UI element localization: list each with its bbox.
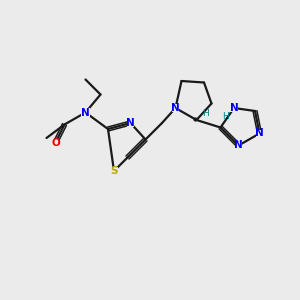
FancyBboxPatch shape bbox=[81, 108, 90, 117]
FancyBboxPatch shape bbox=[127, 119, 134, 127]
FancyBboxPatch shape bbox=[172, 104, 179, 112]
Text: N: N bbox=[234, 140, 243, 151]
Text: N: N bbox=[230, 103, 238, 113]
Text: N: N bbox=[81, 107, 90, 118]
Text: S: S bbox=[110, 166, 118, 176]
Text: O: O bbox=[51, 137, 60, 148]
Text: N: N bbox=[126, 118, 135, 128]
FancyBboxPatch shape bbox=[235, 142, 242, 149]
Text: N: N bbox=[255, 128, 264, 139]
FancyBboxPatch shape bbox=[256, 130, 263, 137]
Text: H: H bbox=[222, 112, 229, 122]
Text: N: N bbox=[171, 103, 180, 113]
FancyBboxPatch shape bbox=[230, 104, 238, 112]
FancyBboxPatch shape bbox=[110, 167, 118, 175]
Text: H: H bbox=[202, 109, 209, 118]
FancyBboxPatch shape bbox=[52, 139, 59, 146]
